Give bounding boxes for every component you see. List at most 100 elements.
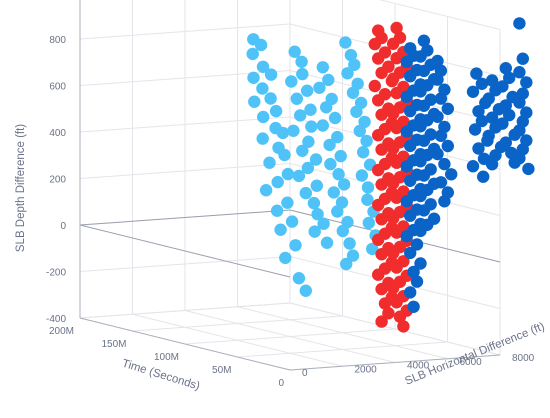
- scatter-point: [264, 92, 277, 105]
- scatter-point: [375, 213, 388, 226]
- scatter-point: [348, 58, 361, 71]
- scatter-point: [466, 160, 480, 173]
- z-tick-label: 400: [49, 128, 66, 139]
- grid-line: [184, 328, 396, 345]
- scatter-point: [276, 126, 290, 140]
- grid-line: [79, 224, 291, 278]
- scatter-point: [414, 155, 427, 168]
- z-tick-label: 200: [49, 175, 66, 186]
- scatter-point: [285, 75, 298, 88]
- scatter-point: [323, 138, 336, 152]
- scatter-point: [378, 297, 392, 310]
- scatter-point: [414, 85, 427, 98]
- scatter-point: [375, 66, 388, 80]
- scatter-point: [390, 226, 403, 239]
- scatter-point: [407, 300, 420, 313]
- scatter-point: [434, 129, 448, 142]
- scatter-point: [278, 148, 291, 162]
- scatter-point: [397, 320, 410, 333]
- scatter-point: [360, 134, 373, 148]
- scatter-point: [263, 156, 276, 169]
- scatter-point: [513, 152, 526, 165]
- scatter-point: [417, 34, 431, 47]
- scatter-point: [281, 167, 295, 181]
- scatter-point: [438, 195, 451, 208]
- scatter-point: [404, 209, 417, 222]
- scatter-point: [375, 143, 388, 156]
- scatter-point: [387, 37, 400, 50]
- scatter-point: [270, 204, 284, 217]
- scatter-point: [256, 82, 269, 95]
- scatter-point: [400, 195, 413, 208]
- scatter-point: [417, 64, 431, 78]
- scatter-point: [372, 233, 385, 246]
- scatter-point: [466, 85, 480, 99]
- scatter-point: [339, 36, 352, 49]
- scatter-point: [485, 158, 499, 171]
- x-tick-label: 2000: [355, 364, 378, 375]
- scatter-point: [438, 157, 451, 171]
- scatter-point: [256, 60, 270, 73]
- scatter-point: [431, 54, 444, 68]
- scatter-point: [417, 134, 431, 147]
- scatter-point: [414, 189, 427, 203]
- y-tick-label: 100M: [154, 352, 179, 363]
- grid-line: [237, 341, 448, 358]
- scatter-point: [269, 104, 283, 118]
- y-tick-label: 150M: [101, 339, 126, 350]
- scatter-point: [482, 129, 495, 142]
- scatter-point: [320, 236, 334, 249]
- scatter-point: [387, 107, 400, 120]
- scatter-point: [472, 142, 485, 155]
- scatter-point: [499, 136, 512, 149]
- scatter-point: [513, 124, 526, 137]
- scatter-point: [316, 61, 329, 74]
- scatter-point: [296, 67, 309, 81]
- scatter-point: [316, 119, 329, 132]
- scatter-point: [375, 108, 388, 121]
- z-axis-label: SLB Depth Difference (ft): [15, 124, 27, 252]
- scatter-point: [372, 163, 385, 177]
- scatter-point: [390, 156, 403, 169]
- y-tick-label: 200M: [49, 326, 74, 337]
- scatter-point: [299, 186, 312, 200]
- scatter-point: [513, 66, 526, 79]
- scatter-point: [302, 135, 315, 148]
- scatter-point: [288, 45, 301, 58]
- scatter-point: [482, 92, 495, 105]
- scatter-point: [290, 92, 303, 105]
- scatter-point: [520, 76, 533, 89]
- scatter-point: [404, 174, 417, 187]
- scatter-point: [296, 144, 309, 157]
- scatter-point: [390, 261, 403, 274]
- scatter-point: [434, 176, 448, 189]
- scatter-point: [307, 196, 321, 210]
- scatter-point: [247, 71, 260, 85]
- scatter-point: [387, 142, 400, 155]
- points-layer: [246, 17, 535, 333]
- grid-line: [132, 315, 343, 332]
- scatter-point: [295, 55, 308, 68]
- scatter-point: [390, 21, 403, 35]
- z-tick-label: 0: [60, 221, 66, 232]
- scatter-point: [308, 225, 321, 238]
- scatter-point: [485, 74, 499, 87]
- scatter-point: [372, 268, 385, 281]
- scatter-point: [390, 52, 403, 65]
- scatter-point: [361, 193, 374, 206]
- scatter-point: [513, 17, 526, 30]
- scatter-point: [390, 191, 403, 204]
- scatter-point: [414, 224, 427, 238]
- scatter-point: [332, 168, 345, 181]
- scatter-point: [417, 99, 431, 113]
- scatter-point: [362, 216, 375, 230]
- scatter-point: [375, 178, 388, 191]
- scatter-point: [372, 94, 385, 107]
- scatter-point: [400, 55, 413, 68]
- scatter-point: [310, 179, 323, 192]
- scatter-point: [400, 125, 413, 138]
- scatter-point: [485, 111, 499, 124]
- z-tick-label: 600: [49, 82, 66, 93]
- scatter-point: [346, 249, 360, 262]
- scatter-point: [361, 181, 375, 194]
